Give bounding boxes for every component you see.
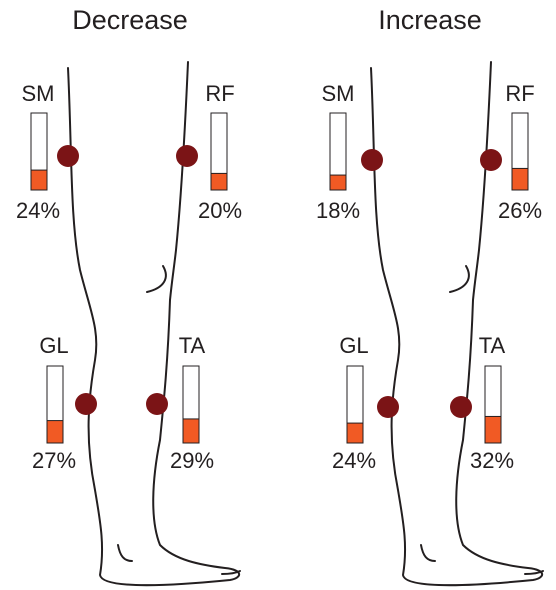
- muscle-label: GL: [339, 333, 368, 358]
- value-label: 20%: [198, 198, 242, 223]
- muscle-label: GL: [39, 333, 68, 358]
- diagram: Decrease SM 24% RF 20% GL 27% TA 29% Increase SM 18…: [0, 0, 556, 590]
- legs: [68, 62, 543, 585]
- gauge-fill: [31, 170, 47, 190]
- panel-title: Increase: [378, 5, 482, 35]
- electrode: [75, 393, 97, 415]
- electrode: [361, 149, 383, 171]
- electrode: [377, 396, 399, 418]
- muscle-label: TA: [179, 333, 206, 358]
- panel-title: Decrease: [72, 5, 188, 35]
- value-label: 18%: [316, 198, 360, 223]
- gauge-fill: [211, 173, 227, 190]
- gauge-fill: [347, 423, 363, 443]
- muscle-label: RF: [505, 81, 534, 106]
- value-label: 27%: [32, 448, 76, 473]
- electrode: [450, 396, 472, 418]
- electrode: [146, 393, 168, 415]
- electrode: [176, 145, 198, 167]
- electrode: [480, 149, 502, 171]
- gauge-fill: [330, 175, 346, 190]
- value-label: 26%: [498, 198, 542, 223]
- value-label: 29%: [170, 448, 214, 473]
- muscle-label: SM: [22, 81, 55, 106]
- muscle-label: SM: [322, 81, 355, 106]
- gauge-fill: [512, 168, 528, 190]
- muscle-label: TA: [479, 333, 506, 358]
- gauge-fill: [485, 416, 501, 443]
- value-label: 32%: [470, 448, 514, 473]
- value-label: 24%: [16, 198, 60, 223]
- electrode: [57, 145, 79, 167]
- gauge-fill: [47, 421, 63, 443]
- gauge-fill: [183, 419, 199, 443]
- muscle-label: RF: [205, 81, 234, 106]
- value-label: 24%: [332, 448, 376, 473]
